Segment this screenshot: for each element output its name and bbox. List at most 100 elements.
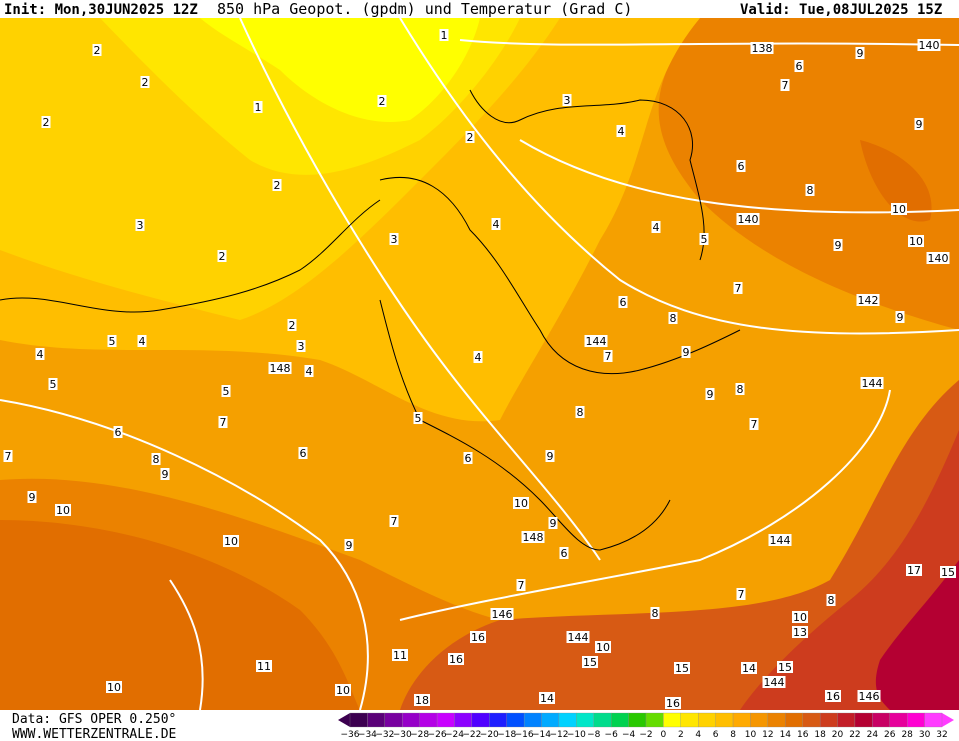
- scale-label: −16: [515, 730, 534, 740]
- contour-label: 146: [859, 690, 880, 703]
- coastlines-borders: [0, 89, 741, 551]
- contour-label: 2: [43, 116, 50, 129]
- contour-label: 10: [56, 504, 70, 517]
- contour-label-box: [160, 468, 170, 480]
- contour-label-box: [223, 535, 239, 547]
- contour-label: 7: [391, 515, 398, 528]
- contour-label: 10: [107, 681, 121, 694]
- scale-swatch: [454, 712, 473, 728]
- contour-label: 8: [652, 607, 659, 620]
- contour-label: 10: [892, 203, 906, 216]
- contour-label: 7: [5, 450, 12, 463]
- contour-label: 148: [270, 362, 291, 375]
- scale-label: 14: [780, 730, 792, 740]
- contour-label-box: [855, 47, 865, 59]
- scale-label: −8: [587, 730, 601, 740]
- contour-label: 9: [29, 491, 36, 504]
- scale-label: 28: [901, 730, 913, 740]
- contour-label: 140: [928, 252, 949, 265]
- contour-label: 10: [793, 611, 807, 624]
- contour-label: 5: [415, 412, 422, 425]
- contour-label-box: [603, 350, 613, 362]
- contour-label-box: [940, 566, 956, 578]
- scale-swatch: [645, 712, 664, 728]
- contour-label-box: [140, 76, 150, 88]
- contour-label: 7: [518, 579, 525, 592]
- scale-label: −18: [497, 730, 516, 740]
- temperature-field: [0, 18, 959, 710]
- scale-swatch: [593, 712, 612, 728]
- contour-label-box: [584, 335, 608, 347]
- contour-label: 10: [596, 641, 610, 654]
- scale-swatch: [558, 712, 577, 728]
- contour-label: 9: [857, 47, 864, 60]
- contour-label: 4: [37, 348, 44, 361]
- contour-label: 2: [274, 179, 281, 192]
- contour-label: 9: [346, 539, 353, 552]
- contour-label-box: [414, 694, 430, 706]
- scale-label: −24: [445, 730, 464, 740]
- scale-swatch: [471, 712, 490, 728]
- contour-label-box: [389, 515, 399, 527]
- contour-label: 11: [257, 660, 271, 673]
- contour-label: 16: [449, 653, 463, 666]
- contour-label-box: [296, 340, 306, 352]
- contour-label-box: [41, 116, 51, 128]
- contour-label-box: [256, 660, 272, 672]
- contour-label-box: [473, 351, 483, 363]
- contour-label: 9: [835, 239, 842, 252]
- contour-label-box: [735, 383, 745, 395]
- scale-label: −10: [567, 730, 586, 740]
- contour-label-box: [651, 221, 661, 233]
- scale-swatch: [802, 712, 821, 728]
- contour-label-box: [582, 656, 598, 668]
- contour-label-box: [516, 579, 526, 591]
- contour-label-box: [794, 60, 804, 72]
- contour-label-box: [335, 684, 351, 696]
- scale-swatch: [367, 712, 385, 728]
- scale-arrow-left: [338, 713, 350, 727]
- scale-label: 4: [695, 730, 701, 740]
- scale-label: 30: [919, 730, 931, 740]
- scale-swatch: [523, 712, 542, 728]
- contour-label: 15: [941, 566, 955, 579]
- scale-label: 26: [884, 730, 896, 740]
- scale-label: 22: [849, 730, 860, 740]
- contour-label: 3: [391, 233, 398, 246]
- scale-label: −14: [532, 730, 551, 740]
- contour-label-box: [736, 213, 760, 225]
- contour-label-box: [741, 662, 757, 674]
- contour-label: 15: [778, 661, 792, 674]
- contour-label-box: [389, 233, 399, 245]
- contour-label-box: [826, 594, 836, 606]
- scale-swatch: [819, 712, 838, 728]
- contour-label-box: [539, 692, 555, 704]
- contour-label-box: [287, 319, 297, 331]
- scale-label: 8: [730, 730, 736, 740]
- contour-label-box: [27, 491, 37, 503]
- contour-label-box: [926, 252, 950, 264]
- scale-swatch: [907, 712, 925, 728]
- contour-label-box: [665, 697, 681, 709]
- contour-label-box: [448, 653, 464, 665]
- contour-label-box: [914, 118, 924, 130]
- contour-label: 18: [415, 694, 429, 707]
- init-time: Init: Mon,30JUN2025 12Z: [4, 2, 198, 18]
- contour-label-box: [92, 44, 102, 56]
- contour-label-box: [253, 101, 263, 113]
- contour-label: 14: [540, 692, 554, 705]
- contour-label-box: [750, 42, 774, 54]
- scale-swatch: [628, 712, 647, 728]
- contour-label: 2: [467, 131, 474, 144]
- contour-label: 10: [224, 535, 238, 548]
- contour-label: 4: [653, 221, 660, 234]
- contour-label-box: [792, 626, 808, 638]
- scale-swatch: [576, 712, 594, 728]
- contour-label: 9: [683, 346, 690, 359]
- scale-label: −28: [410, 730, 429, 740]
- contour-label-box: [218, 416, 228, 428]
- contour-label: 4: [139, 335, 146, 348]
- contour-label: 8: [737, 383, 744, 396]
- contour-label: 16: [471, 631, 485, 644]
- scale-swatch: [541, 712, 560, 728]
